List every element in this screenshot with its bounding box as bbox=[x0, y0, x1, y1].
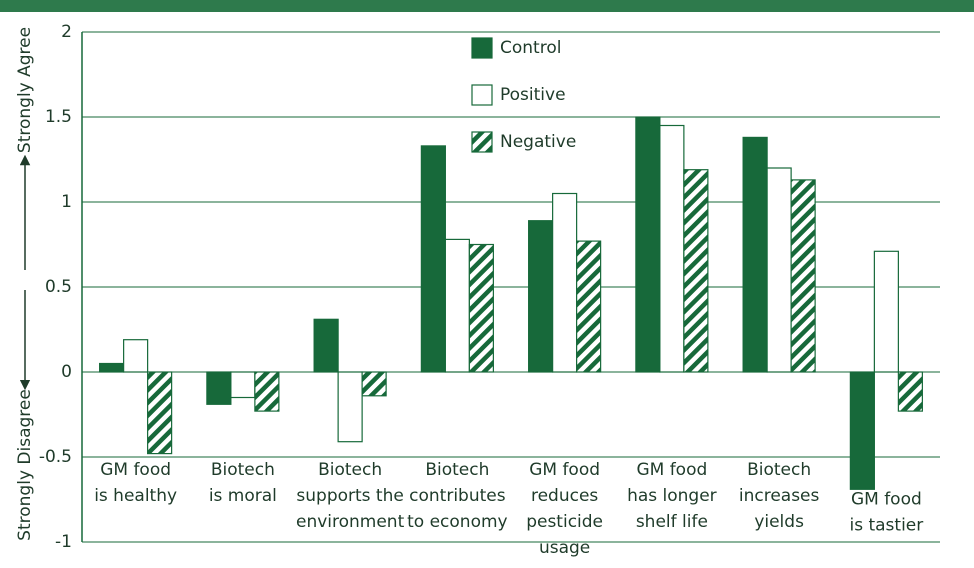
bar bbox=[313, 318, 339, 373]
bar bbox=[635, 116, 661, 373]
y-label-bottom: Strongly Disagree bbox=[15, 389, 35, 541]
x-tick-label: GM food reduces pesticide usage bbox=[526, 460, 603, 558]
header-bar bbox=[0, 0, 974, 12]
bar bbox=[873, 250, 899, 373]
bar bbox=[552, 192, 578, 373]
bar bbox=[766, 167, 792, 373]
bar bbox=[337, 371, 363, 443]
bar bbox=[849, 371, 875, 490]
bar bbox=[790, 179, 816, 373]
legend-swatch bbox=[471, 131, 493, 153]
x-tick-label: GM food is tastier bbox=[849, 489, 923, 535]
x-tick-label: GM food is healthy bbox=[94, 460, 177, 506]
bar bbox=[123, 339, 149, 373]
legend-swatch bbox=[471, 37, 493, 59]
bar bbox=[99, 362, 125, 373]
x-tick-label: Biotech is moral bbox=[209, 460, 277, 506]
bar bbox=[206, 371, 232, 405]
bar bbox=[742, 136, 768, 373]
bar bbox=[659, 124, 685, 373]
x-tick-label: Biotech contributes to economy bbox=[407, 460, 507, 532]
legend-label: Positive bbox=[500, 85, 566, 105]
legend-label: Control bbox=[500, 38, 561, 58]
bar bbox=[444, 238, 470, 373]
bar bbox=[230, 371, 256, 399]
bar bbox=[147, 371, 173, 455]
y-tick-label: -0.5 bbox=[39, 447, 72, 467]
y-tick-label: 0 bbox=[61, 362, 72, 382]
bar bbox=[420, 145, 446, 373]
x-tick-label: Biotech supports the environment bbox=[296, 460, 405, 532]
bar bbox=[528, 220, 554, 373]
bar bbox=[361, 371, 387, 397]
bar bbox=[576, 240, 602, 373]
bar bbox=[468, 243, 494, 373]
y-tick-label: -1 bbox=[55, 532, 72, 552]
y-label-top: Strongly Agree bbox=[15, 27, 35, 153]
y-tick-label: 1 bbox=[61, 192, 72, 212]
legend-swatch bbox=[471, 84, 493, 106]
y-tick-label: 1.5 bbox=[45, 107, 72, 127]
legend-label: Negative bbox=[500, 132, 576, 152]
bar bbox=[254, 371, 280, 412]
y-tick-label: 0.5 bbox=[45, 277, 72, 297]
x-tick-label: Biotech increases yields bbox=[739, 460, 820, 532]
x-tick-label: GM food has longer shelf life bbox=[627, 460, 717, 532]
y-tick-label: 2 bbox=[61, 22, 72, 42]
bar bbox=[683, 169, 709, 373]
bar bbox=[897, 371, 923, 412]
